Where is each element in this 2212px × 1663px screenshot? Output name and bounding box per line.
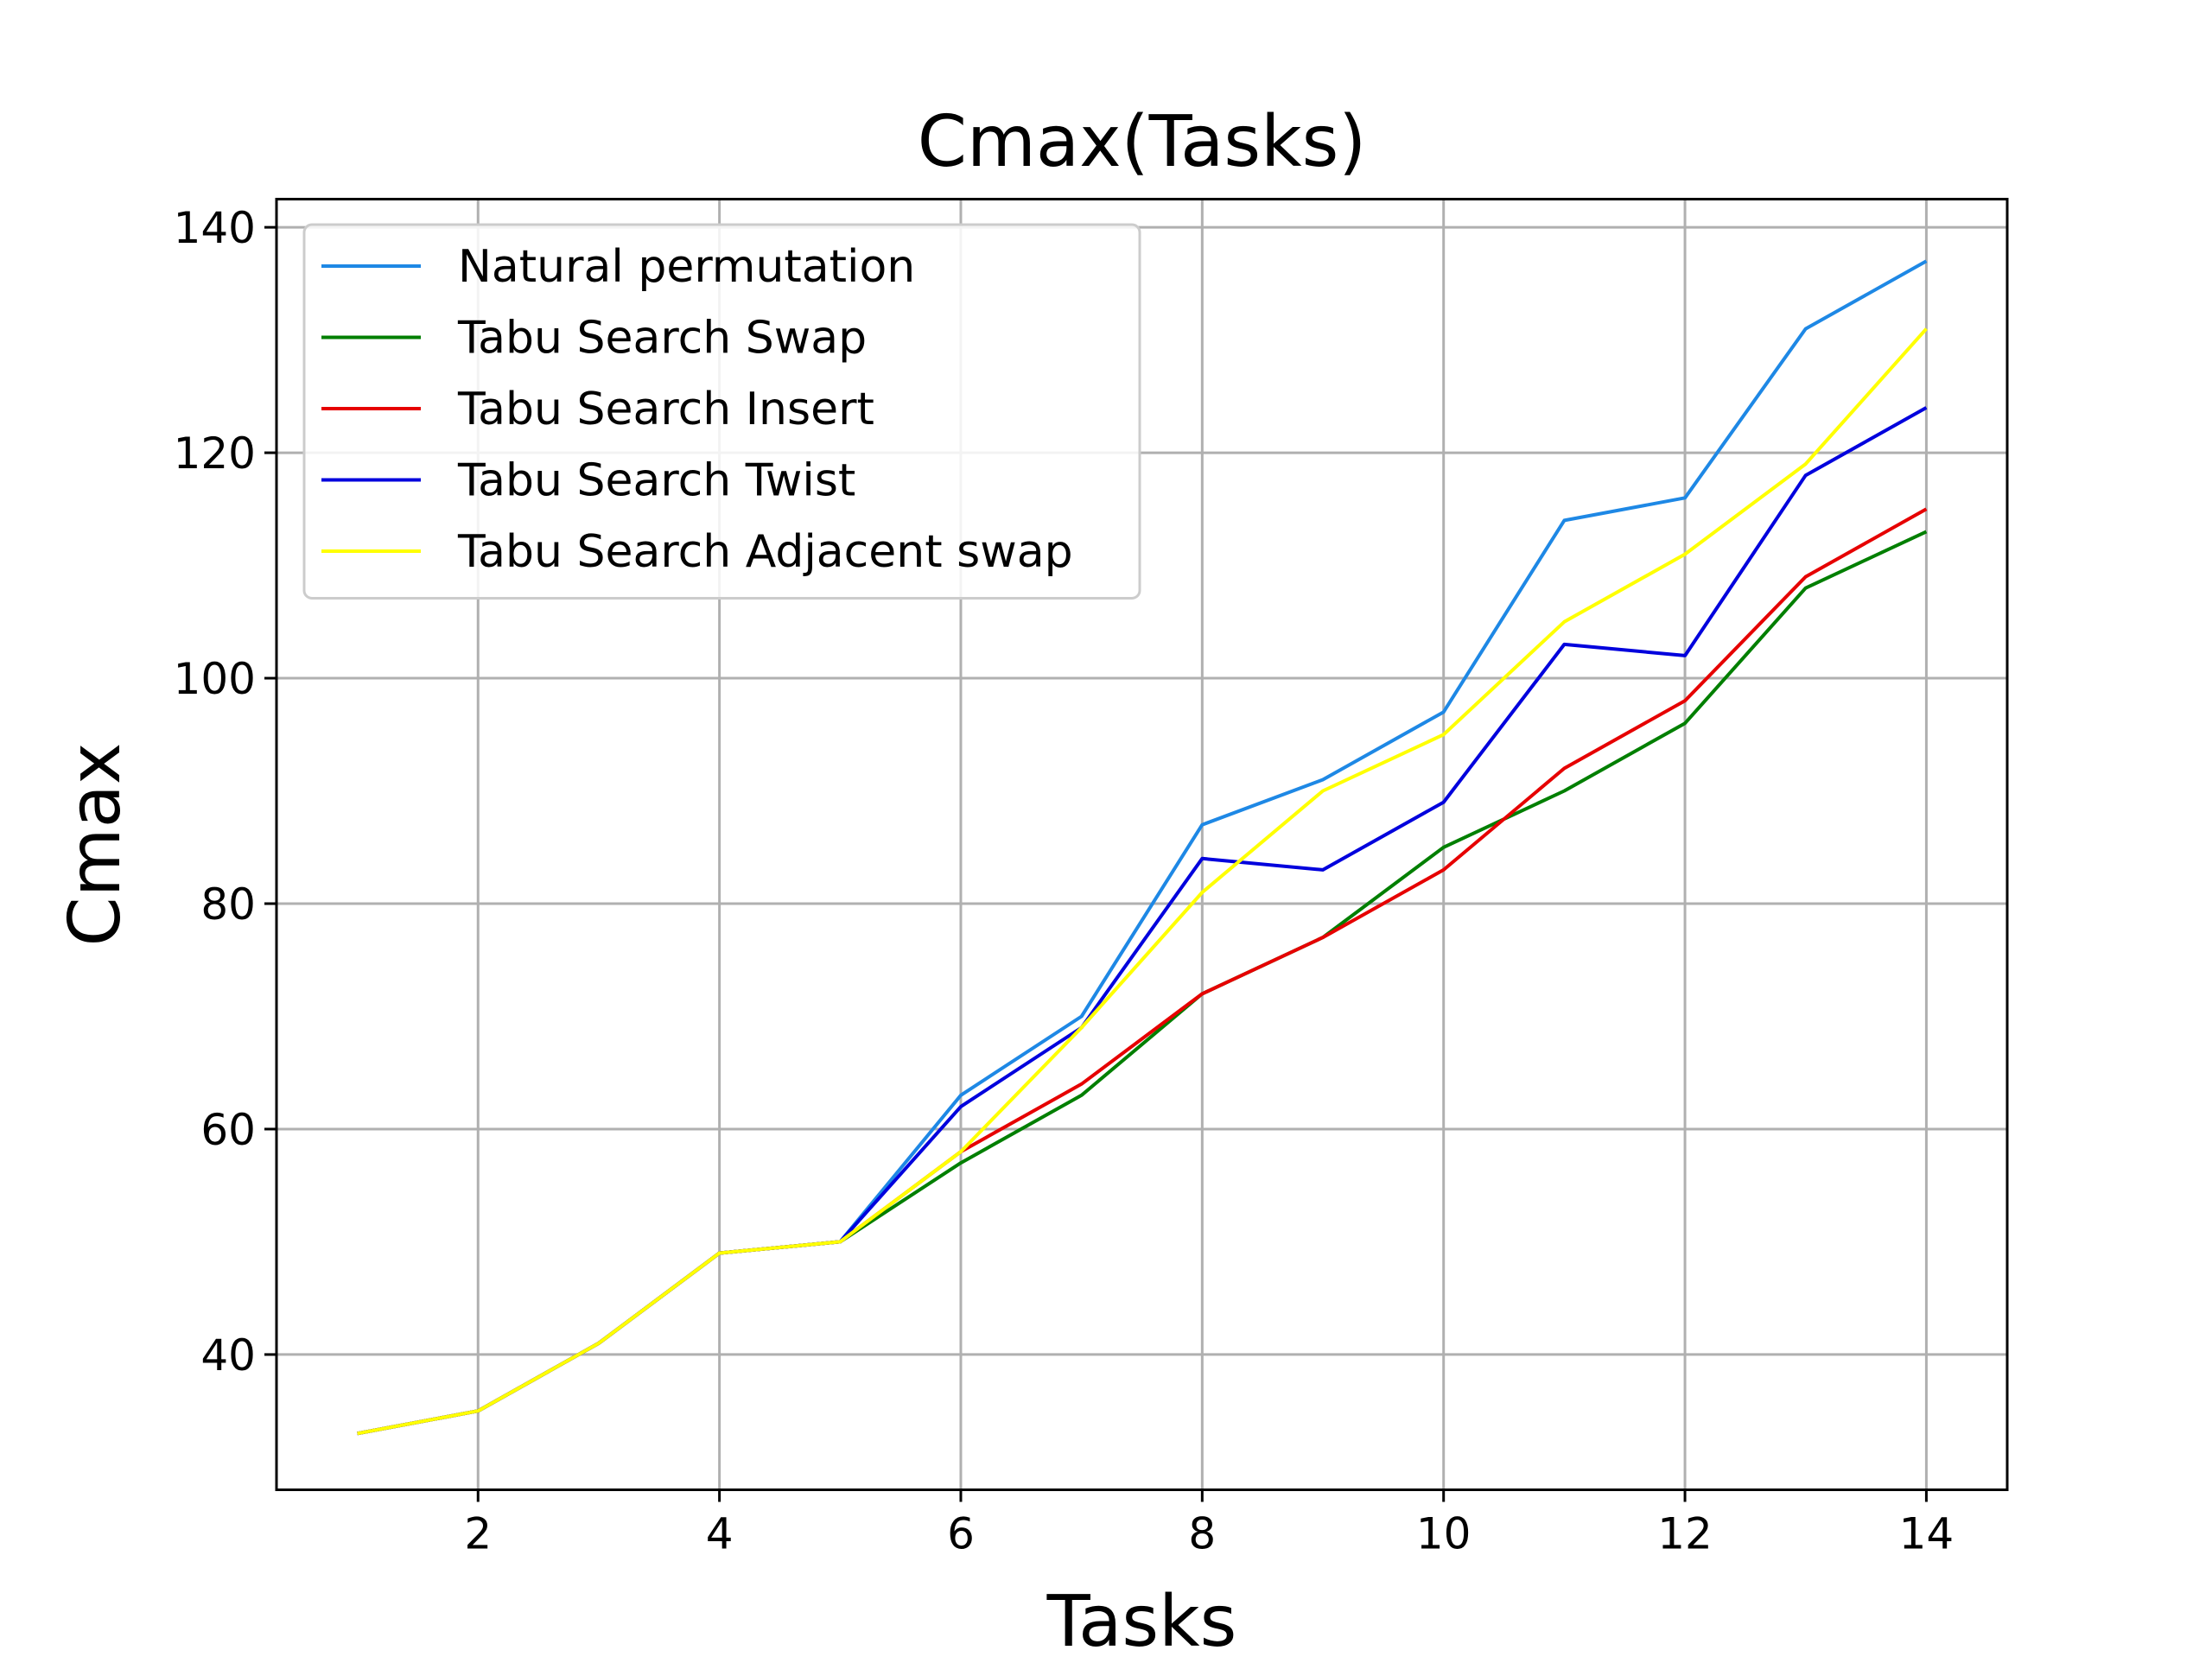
legend-label: Tabu Search Twist — [457, 455, 855, 507]
x-axis-ticks: 2 4 6 8 10 12 14 — [464, 1489, 1955, 1559]
x-tick-label: 10 — [1416, 1509, 1471, 1559]
y-axis-label: Cmax — [54, 743, 137, 947]
y-tick-label: 60 — [200, 1105, 256, 1155]
legend-label: Tabu Search Swap — [457, 313, 867, 365]
legend-box — [302, 223, 1141, 600]
legend-label: Tabu Search Insert — [457, 384, 874, 435]
series-lines — [357, 259, 1928, 1436]
legend-label: Natural permutation — [458, 241, 915, 293]
x-tick-label: 8 — [1188, 1509, 1216, 1559]
plot-frame — [275, 198, 2009, 1491]
series-line-4 — [357, 327, 1928, 1436]
x-axis-label: Tasks — [1046, 1581, 1237, 1659]
y-tick-label: 40 — [200, 1330, 256, 1381]
y-tick-label: 140 — [174, 203, 256, 253]
legend: Natural permutation Tabu Search Swap Tabu … — [302, 223, 1141, 600]
y-axis-ticks: 40 60 80 100 120 140 — [174, 203, 276, 1381]
x-tick-label: 6 — [947, 1509, 975, 1559]
y-tick-label: 100 — [174, 654, 256, 704]
chart-title: Cmax(Tasks) — [918, 101, 1367, 183]
y-tick-label: 80 — [200, 879, 256, 930]
x-tick-label: 2 — [464, 1509, 492, 1559]
x-tick-label: 14 — [1899, 1509, 1955, 1559]
legend-label: Tabu Search Adjacent swap — [457, 526, 1073, 578]
x-tick-label: 4 — [706, 1509, 734, 1559]
x-tick-label: 12 — [1657, 1509, 1713, 1559]
y-tick-label: 120 — [174, 428, 256, 479]
